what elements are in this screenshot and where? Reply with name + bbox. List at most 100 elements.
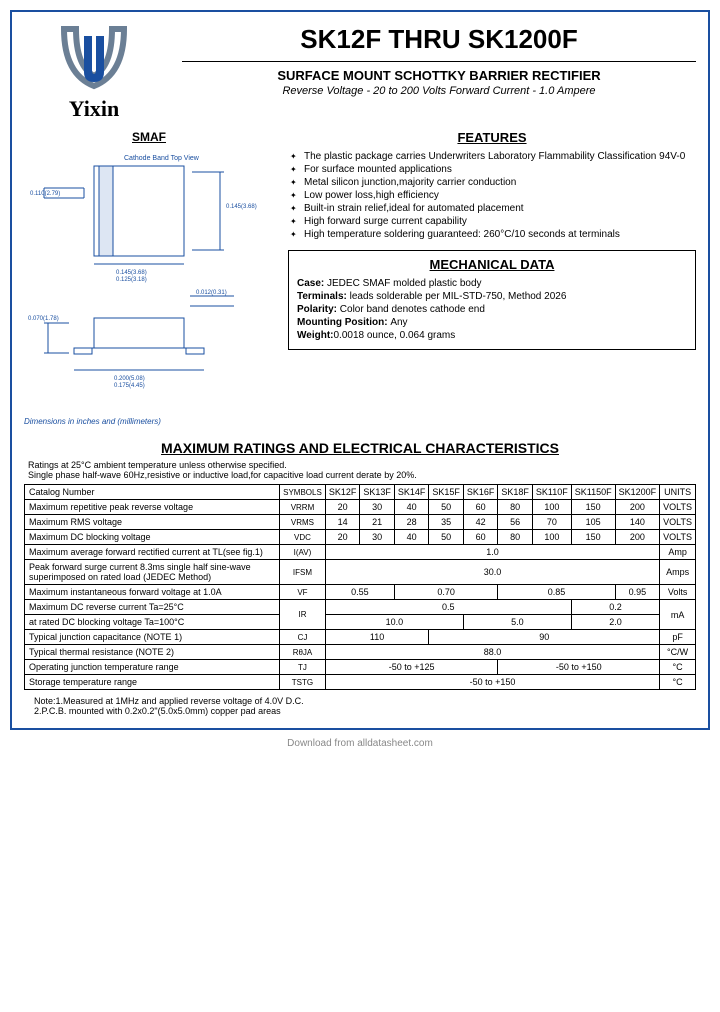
val: 0.70 [394, 585, 498, 600]
footnotes: Note:1.Measured at 1MHz and applied reve… [24, 696, 696, 716]
unit: °C [660, 660, 696, 675]
page-title: SK12F THRU SK1200F [182, 24, 696, 62]
val: 200 [615, 530, 660, 545]
mech-terminals: Terminals: leads solderable per MIL-STD-… [297, 291, 687, 302]
mech-weight: Weight:0.0018 ounce, 0.064 grams [297, 330, 687, 341]
val: 5.0 [463, 615, 571, 630]
val: 30.0 [325, 560, 659, 585]
val: 28 [394, 515, 429, 530]
svg-text:0.070(1.78): 0.070(1.78) [28, 316, 59, 322]
val: 30 [360, 500, 395, 515]
feature-item: Low power loss,high efficiency [294, 190, 696, 201]
ratings-note: Ratings at 25°C ambient temperature unle… [24, 460, 696, 480]
col-part: SK14F [394, 485, 429, 500]
svg-text:0.012(0.31): 0.012(0.31) [196, 290, 227, 296]
row-vdc: Maximum DC blocking voltage VDC 20304050… [25, 530, 696, 545]
unit: °C/W [660, 645, 696, 660]
mechanical-heading: MECHANICAL DATA [297, 257, 687, 272]
val: 0.5 [325, 600, 571, 615]
val: 80 [498, 500, 533, 515]
col-part: SK15F [429, 485, 464, 500]
right-column: FEATURES The plastic package carries Und… [288, 130, 696, 426]
feature-item: High temperature soldering guaranteed: 2… [294, 229, 696, 240]
mech-mounting-val: Any [390, 317, 407, 328]
package-box: SMAF Cathode Band Top View 0.110(2.79) 0… [24, 130, 274, 426]
val: 20 [325, 500, 360, 515]
val: 100 [532, 500, 571, 515]
val: 50 [429, 530, 464, 545]
val: 2.0 [571, 615, 659, 630]
val: -50 to +150 [325, 675, 659, 690]
val: 60 [463, 500, 498, 515]
unit: Amps [660, 560, 696, 585]
val: 42 [463, 515, 498, 530]
param: Typical junction capacitance (NOTE 1) [25, 630, 280, 645]
sym: IFSM [280, 560, 326, 585]
unit: VOLTS [660, 530, 696, 545]
val: 30 [360, 530, 395, 545]
svg-text:0.110(2.79): 0.110(2.79) [30, 191, 60, 197]
col-catalog: Catalog Number [25, 485, 280, 500]
page-frame: Yixin SK12F THRU SK1200F SURFACE MOUNT S… [10, 10, 710, 730]
val: 40 [394, 530, 429, 545]
features-heading: FEATURES [288, 130, 696, 145]
row-rth: Typical thermal resistance (NOTE 2) RθJA… [25, 645, 696, 660]
sym: VDC [280, 530, 326, 545]
svg-text:0.175(4.45): 0.175(4.45) [114, 383, 145, 389]
param: Maximum DC reverse current Ta=25°C [25, 600, 280, 615]
mech-weight-val: 0.0018 ounce, 0.064 grams [333, 330, 455, 341]
unit: Amp [660, 545, 696, 560]
val: 70 [532, 515, 571, 530]
col-units: UNITS [660, 485, 696, 500]
mid-section: SMAF Cathode Band Top View 0.110(2.79) 0… [24, 130, 696, 426]
title-box: SK12F THRU SK1200F SURFACE MOUNT SCHOTTK… [182, 24, 696, 97]
val: 40 [394, 500, 429, 515]
svg-text:0.145(3.68): 0.145(3.68) [116, 270, 147, 276]
header: Yixin SK12F THRU SK1200F SURFACE MOUNT S… [24, 24, 696, 122]
unit: Volts [660, 585, 696, 600]
val: 150 [571, 500, 615, 515]
val: 200 [615, 500, 660, 515]
val: 0.85 [498, 585, 615, 600]
mech-polarity-val: Color band denotes cathode end [340, 304, 485, 315]
mech-polarity: Polarity: Color band denotes cathode end [297, 304, 687, 315]
val: 50 [429, 500, 464, 515]
ratings-heading: MAXIMUM RATINGS AND ELECTRICAL CHARACTER… [24, 440, 696, 456]
sym: TJ [280, 660, 326, 675]
sym: VRRM [280, 500, 326, 515]
feature-item: Built-in strain relief,ideal for automat… [294, 203, 696, 214]
mech-terminals-val: leads solderable per MIL-STD-750, Method… [350, 291, 567, 302]
col-part: SK1200F [615, 485, 660, 500]
package-label: SMAF [24, 130, 274, 144]
mechanical-data-box: MECHANICAL DATA Case: JEDEC SMAF molded … [288, 250, 696, 350]
row-iav: Maximum average forward rectified curren… [25, 545, 696, 560]
val: 21 [360, 515, 395, 530]
ratings-table: Catalog Number SYMBOLS SK12F SK13F SK14F… [24, 484, 696, 690]
feature-item: The plastic package carries Underwriters… [294, 151, 696, 162]
features-list: The plastic package carries Underwriters… [288, 151, 696, 240]
val: 14 [325, 515, 360, 530]
feature-item: For surface mounted applications [294, 164, 696, 175]
svg-text:0.125(3.18): 0.125(3.18) [116, 277, 147, 283]
val: 56 [498, 515, 533, 530]
val: 60 [463, 530, 498, 545]
val: 0.55 [325, 585, 394, 600]
col-part: SK1150F [571, 485, 615, 500]
svg-text:0.145(3.68): 0.145(3.68) [226, 204, 257, 210]
val: 35 [429, 515, 464, 530]
sym: VRMS [280, 515, 326, 530]
col-part: SK18F [498, 485, 533, 500]
page-subtitle: SURFACE MOUNT SCHOTTKY BARRIER RECTIFIER [182, 68, 696, 83]
val: 90 [429, 630, 660, 645]
sym: CJ [280, 630, 326, 645]
row-vrrm: Maximum repetitive peak reverse voltage … [25, 500, 696, 515]
col-part: SK110F [532, 485, 571, 500]
param: Maximum RMS voltage [25, 515, 280, 530]
logo-box: Yixin [24, 24, 164, 122]
val: 0.2 [571, 600, 659, 615]
sym: TSTG [280, 675, 326, 690]
sym: RθJA [280, 645, 326, 660]
dimension-note: Dimensions in inches and (millimeters) [24, 417, 274, 426]
val: 88.0 [325, 645, 659, 660]
col-part: SK13F [360, 485, 395, 500]
